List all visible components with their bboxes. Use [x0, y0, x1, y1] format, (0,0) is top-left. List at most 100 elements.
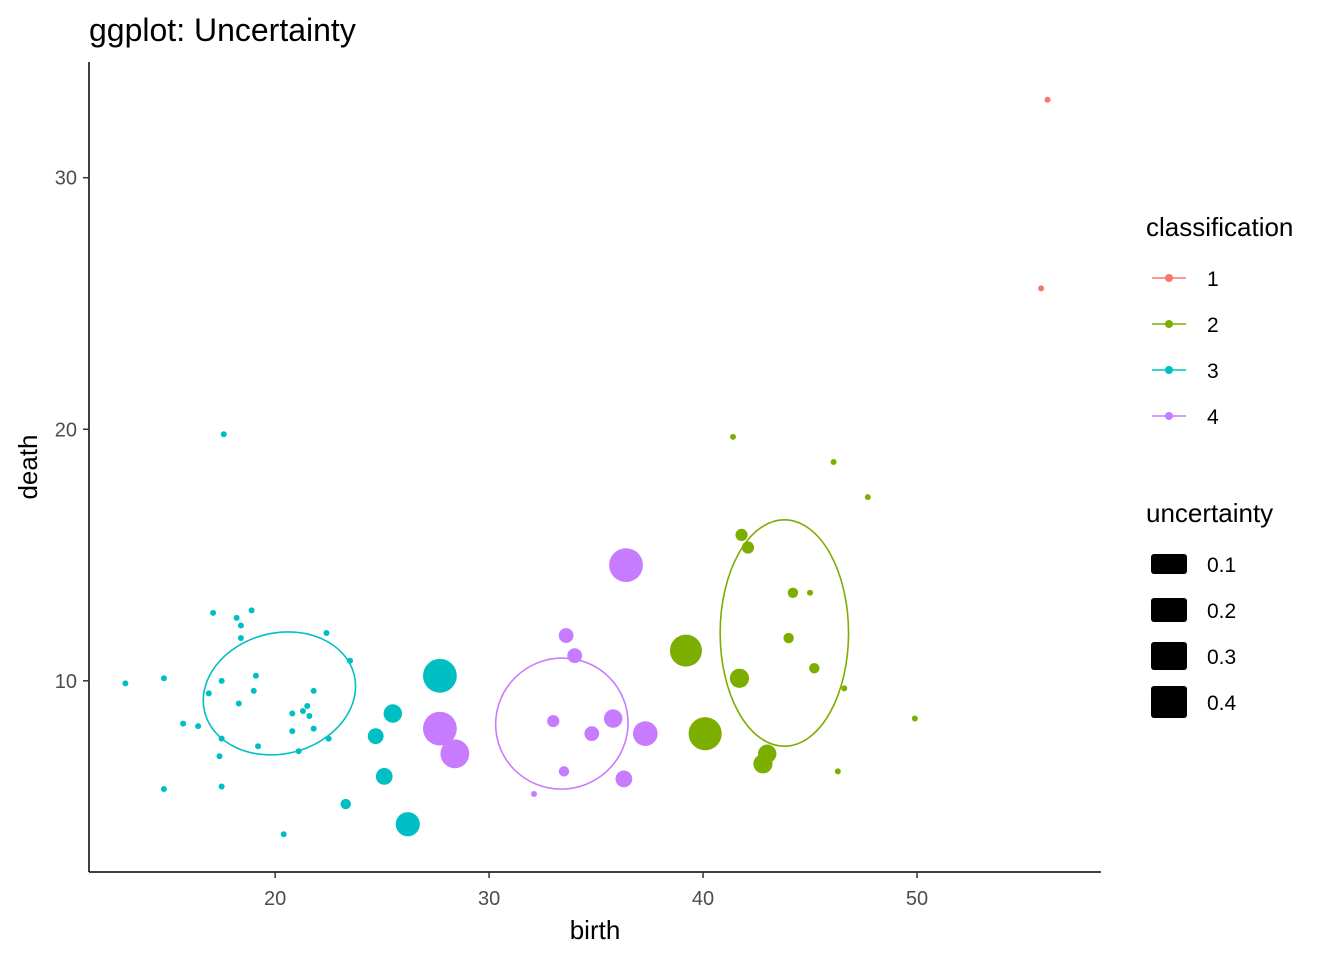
legend-classification-key-point [1165, 274, 1173, 282]
data-point-class-4 [615, 770, 633, 788]
x-tick-label: 40 [692, 888, 714, 910]
data-point-class-3 [255, 743, 262, 750]
legend-uncertainty-label: 0.4 [1207, 692, 1237, 715]
data-point-class-3 [367, 728, 384, 745]
cluster-ellipse-2 [719, 519, 850, 748]
x-tick-label: 20 [264, 888, 286, 910]
cluster-ellipse-4 [494, 657, 629, 790]
legend-uncertainty-key [1151, 554, 1187, 574]
x-axis-ticks: 20 30 40 50 [264, 872, 928, 910]
data-point-class-2 [783, 632, 794, 644]
data-point-class-3 [160, 675, 167, 682]
legend-uncertainty-title: uncertainty [1146, 498, 1273, 528]
data-point-class-2 [688, 717, 722, 751]
data-point-class-3 [210, 609, 217, 616]
data-point-class-3 [160, 785, 167, 792]
x-tick-label: 30 [478, 888, 500, 910]
y-tick-label: 20 [55, 419, 77, 441]
y-tick-label: 30 [55, 168, 77, 190]
data-point-class-2 [834, 768, 841, 775]
data-point-class-3 [220, 431, 227, 438]
data-point-class-4 [440, 739, 470, 769]
data-point-class-3 [280, 831, 287, 838]
legend-classification: classification 1 2 3 4 [1146, 212, 1293, 429]
legend-classification-label: 4 [1207, 406, 1219, 429]
data-point-class-2 [730, 433, 736, 440]
data-point-class-2 [864, 494, 871, 501]
data-point-class-4 [547, 714, 560, 728]
legend-uncertainty-key [1151, 686, 1187, 718]
legend-classification-label: 3 [1207, 360, 1219, 383]
data-point-class-3 [383, 704, 403, 723]
data-point-class-2 [807, 589, 814, 596]
data-point-class-3 [233, 614, 240, 621]
data-point-class-3 [289, 728, 296, 735]
x-tick-label: 50 [906, 888, 928, 910]
data-point-class-3 [310, 687, 317, 694]
data-point-class-4 [567, 648, 583, 664]
legend-classification-label: 1 [1207, 268, 1219, 291]
data-point-class-4 [558, 766, 570, 777]
data-point-class-3 [375, 768, 393, 785]
data-point-class-4 [609, 548, 643, 583]
data-point-class-3 [422, 658, 457, 693]
data-point-class-2 [741, 541, 755, 554]
legend-uncertainty: uncertainty 0.1 0.2 0.3 0.4 [1146, 498, 1273, 718]
y-axis-title: death [13, 434, 43, 499]
data-point-class-2 [911, 715, 918, 722]
data-point-class-3 [218, 783, 225, 790]
legend-uncertainty-label: 0.1 [1207, 554, 1236, 577]
data-point-class-3 [195, 723, 202, 730]
data-point-class-3 [325, 735, 332, 742]
data-point-class-2 [753, 754, 773, 774]
data-point-class-2 [809, 663, 820, 674]
data-point-class-3 [306, 713, 313, 720]
legend-classification-key-point [1165, 366, 1173, 374]
data-point-class-3 [299, 708, 306, 715]
data-point-class-4 [632, 721, 658, 746]
data-point-class-3 [289, 710, 296, 717]
data-point-class-2 [841, 685, 848, 692]
legend-uncertainty-label: 0.2 [1207, 600, 1236, 623]
y-axis-ticks: 10 20 30 [55, 168, 89, 693]
data-point-class-3 [122, 680, 129, 687]
data-point-class-4 [558, 628, 574, 643]
data-point-class-3 [250, 687, 257, 694]
chart-title: ggplot: Uncertainty [89, 12, 356, 48]
legend-classification-label: 2 [1207, 314, 1219, 337]
data-point-class-1 [1044, 96, 1051, 103]
data-point-class-3 [237, 635, 244, 642]
data-point-class-3 [347, 657, 354, 664]
data-point-class-4 [584, 726, 600, 742]
data-point-class-4 [422, 711, 457, 746]
data-point-class-2 [729, 668, 750, 688]
data-point-class-1 [1038, 285, 1045, 292]
legend-classification-title: classification [1146, 212, 1293, 242]
cluster-ellipse-3 [202, 631, 357, 756]
legend-classification-key-point [1165, 320, 1173, 328]
data-point-class-3 [218, 677, 225, 684]
data-point-class-3 [248, 607, 255, 614]
data-point-class-3 [304, 702, 311, 709]
data-point-class-3 [295, 748, 302, 755]
y-tick-label: 10 [55, 671, 77, 693]
data-point-class-2 [669, 634, 702, 667]
data-point-class-3 [310, 725, 317, 732]
data-point-class-2 [735, 528, 748, 542]
data-point-class-3 [252, 672, 259, 679]
data-point-class-3 [218, 735, 225, 742]
data-point-class-3 [205, 690, 212, 697]
x-axis-title: birth [570, 915, 621, 945]
legend-uncertainty-label: 0.3 [1207, 646, 1236, 669]
data-point-class-2 [830, 458, 837, 465]
data-point-class-3 [395, 812, 420, 837]
data-point-class-3 [323, 630, 330, 637]
legend-classification-key-point [1165, 412, 1173, 420]
data-point-class-3 [235, 700, 242, 707]
plot-panel [122, 96, 1051, 838]
data-point-class-3 [216, 753, 223, 760]
legend-uncertainty-key [1151, 642, 1187, 670]
data-point-class-2 [787, 587, 799, 598]
data-point-class-3 [237, 622, 244, 629]
